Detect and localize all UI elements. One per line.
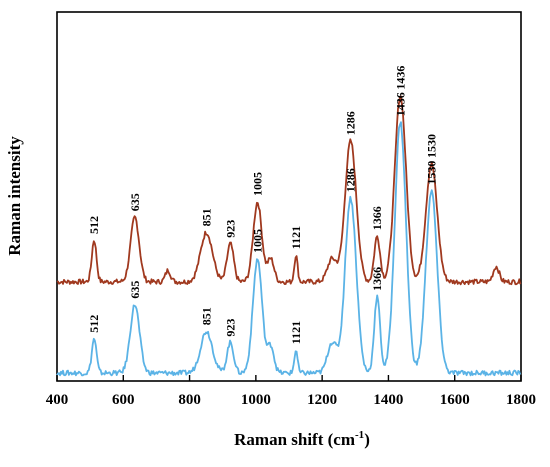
peak-label-2-1436: 1436 xyxy=(393,92,407,116)
y-axis-title: Raman intensity xyxy=(5,136,24,256)
x-tick-label-1400: 1400 xyxy=(373,392,403,408)
x-tick-layer: 400 600 800 1000 1200 1400 1600 1800 xyxy=(46,375,536,408)
peak-label-2-635: 635 xyxy=(128,281,142,299)
x-tick-label-600: 600 xyxy=(112,392,135,408)
series-layer xyxy=(56,95,522,377)
spectrum-line-1 xyxy=(56,95,522,286)
peak-label-layer: 512 635 851 923 1005 1121 1286 1366 1436 1530 512 6… xyxy=(87,66,438,345)
x-tick-label-400: 400 xyxy=(46,392,69,408)
peak-label-1-923: 923 xyxy=(223,220,237,238)
peak-label-1-851: 851 xyxy=(200,208,214,226)
peak-label-1-1436: 1436 xyxy=(393,66,407,90)
peak-label-2-1366: 1366 xyxy=(370,267,384,291)
x-tick-label-1200: 1200 xyxy=(307,392,337,408)
x-axis-title: Raman shift (cm-1) xyxy=(234,429,370,449)
peak-label-2-512: 512 xyxy=(87,315,101,333)
peak-label-2-923: 923 xyxy=(223,319,237,337)
peak-label-2-1530: 1530 xyxy=(425,161,439,185)
peak-label-1-1286: 1286 xyxy=(344,111,358,135)
peak-label-2-1121: 1121 xyxy=(289,321,303,344)
plot-frame xyxy=(56,11,522,382)
x-axis-title-close: ) xyxy=(364,430,370,449)
peak-label-1-1005: 1005 xyxy=(251,172,265,196)
x-axis-title-main: Raman shift (cm xyxy=(234,430,355,449)
peak-label-1-1366: 1366 xyxy=(370,206,384,230)
peak-label-2-851: 851 xyxy=(200,307,214,325)
x-tick-label-800: 800 xyxy=(178,392,201,408)
peak-label-2-1005: 1005 xyxy=(251,229,265,253)
peak-label-1-512: 512 xyxy=(87,216,101,234)
peak-label-1-1121: 1121 xyxy=(289,226,303,249)
x-tick-label-1000: 1000 xyxy=(241,392,271,408)
x-tick-label-1600: 1600 xyxy=(440,392,470,408)
peak-label-1-1530: 1530 xyxy=(425,134,439,158)
x-tick-label-1800: 1800 xyxy=(506,392,536,408)
peak-label-1-635: 635 xyxy=(128,193,142,211)
peak-label-2-1286: 1286 xyxy=(344,168,358,192)
x-axis-title-superscript: -1 xyxy=(355,429,364,441)
spectrum-line-2 xyxy=(56,121,522,377)
